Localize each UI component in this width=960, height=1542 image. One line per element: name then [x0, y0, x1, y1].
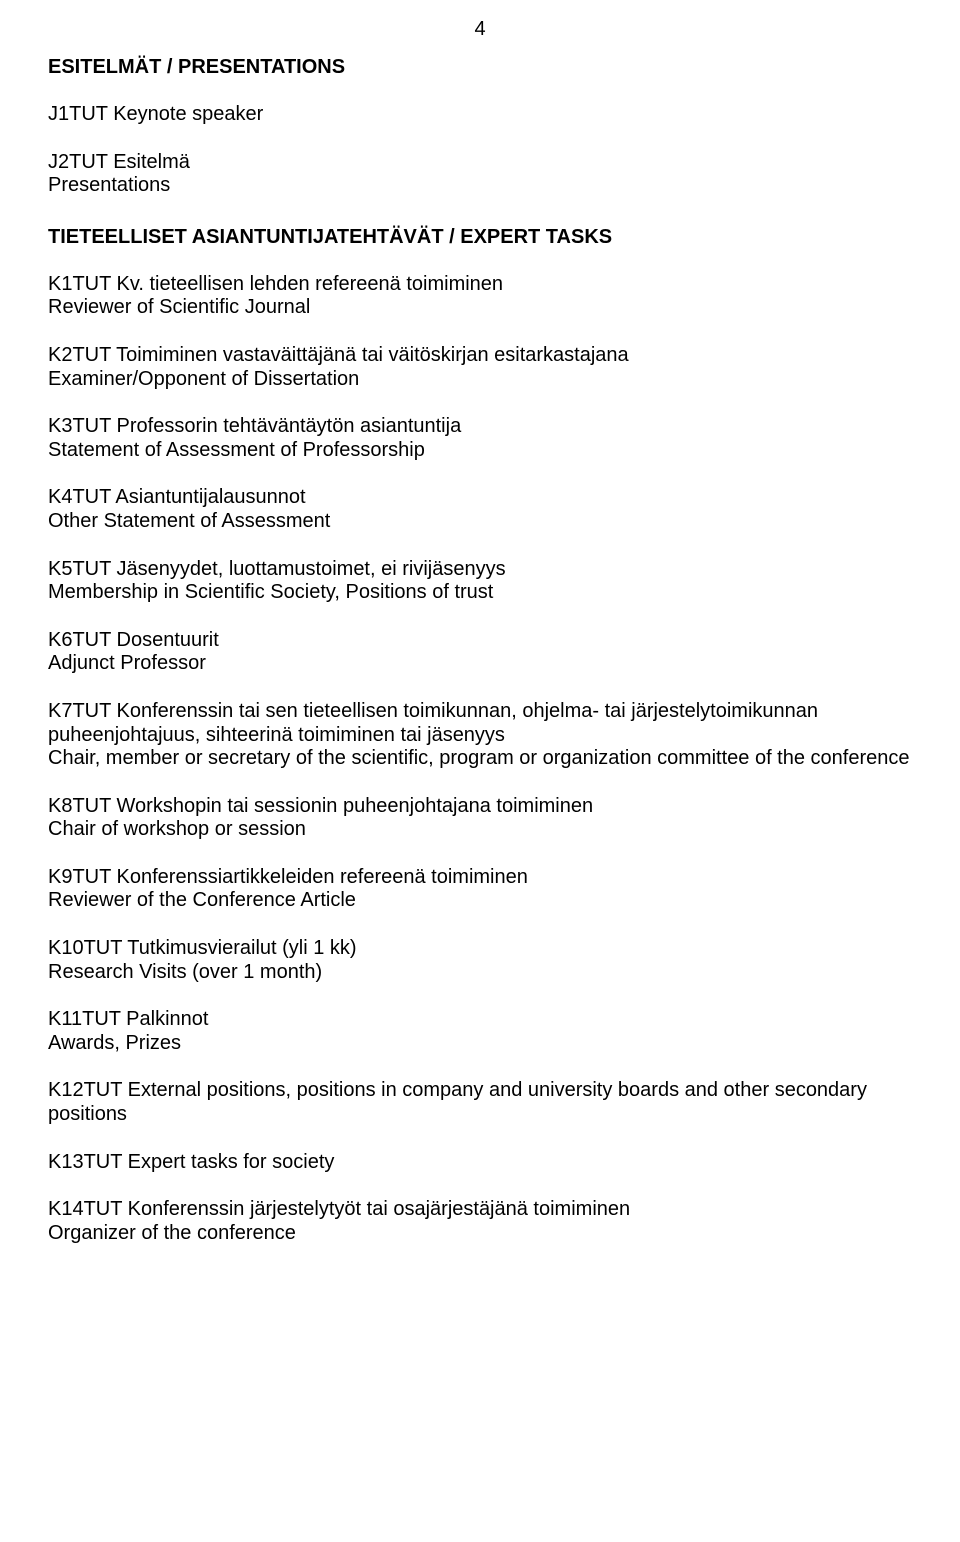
entry-line: Adjunct Professor	[48, 652, 912, 676]
entry-line: J2TUT Esitelmä	[48, 151, 912, 175]
entry-k1tut: K1TUT Kv. tieteellisen lehden refereenä …	[48, 273, 912, 320]
section-heading-presentations: ESITELMÄT / PRESENTATIONS	[48, 56, 912, 79]
entry-k5tut: K5TUT Jäsenyydet, luottamustoimet, ei ri…	[48, 558, 912, 605]
entry-line: Membership in Scientific Society, Positi…	[48, 581, 912, 605]
entry-k9tut: K9TUT Konferenssiartikkeleiden refereenä…	[48, 866, 912, 913]
entry-line: Chair, member or secretary of the scient…	[48, 747, 912, 771]
entry-line: K10TUT Tutkimusvierailut (yli 1 kk)	[48, 937, 912, 961]
entry-line: K14TUT Konferenssin järjestelytyöt tai o…	[48, 1198, 912, 1222]
entry-k2tut: K2TUT Toimiminen vastaväittäjänä tai väi…	[48, 344, 912, 391]
entry-line: Examiner/Opponent of Dissertation	[48, 368, 912, 392]
entry-line: Organizer of the conference	[48, 1222, 912, 1246]
entry-k7tut: K7TUT Konferenssin tai sen tieteellisen …	[48, 700, 912, 771]
entry-line: K3TUT Professorin tehtäväntäytön asiantu…	[48, 415, 912, 439]
entry-j2tut: J2TUT Esitelmä Presentations	[48, 151, 912, 198]
entry-k12tut: K12TUT External positions, positions in …	[48, 1079, 912, 1126]
entry-line: K2TUT Toimiminen vastaväittäjänä tai väi…	[48, 344, 912, 368]
entry-line: K13TUT Expert tasks for society	[48, 1151, 912, 1175]
entry-j1tut: J1TUT Keynote speaker	[48, 103, 912, 127]
document-page: 4 ESITELMÄT / PRESENTATIONS J1TUT Keynot…	[0, 0, 960, 1317]
entry-line: K8TUT Workshopin tai sessionin puheenjoh…	[48, 795, 912, 819]
entry-line: K7TUT Konferenssin tai sen tieteellisen …	[48, 700, 912, 747]
entry-line: K6TUT Dosentuurit	[48, 629, 912, 653]
entry-line: K1TUT Kv. tieteellisen lehden refereenä …	[48, 273, 912, 297]
entry-k3tut: K3TUT Professorin tehtäväntäytön asiantu…	[48, 415, 912, 462]
section-heading-expert-tasks: TIETEELLISET ASIANTUNTIJATEHTÄVÄT / EXPE…	[48, 226, 912, 249]
entry-line: K9TUT Konferenssiartikkeleiden refereenä…	[48, 866, 912, 890]
entry-line: Reviewer of the Conference Article	[48, 889, 912, 913]
entry-line: K12TUT External positions, positions in …	[48, 1079, 912, 1126]
page-number: 4	[474, 18, 485, 41]
entry-k11tut: K11TUT Palkinnot Awards, Prizes	[48, 1008, 912, 1055]
entry-line: K4TUT Asiantuntijalausunnot	[48, 486, 912, 510]
entry-line: Chair of workshop or session	[48, 818, 912, 842]
entry-line: Presentations	[48, 174, 912, 198]
entry-line: Reviewer of Scientific Journal	[48, 296, 912, 320]
entry-line: K11TUT Palkinnot	[48, 1008, 912, 1032]
entry-line: Statement of Assessment of Professorship	[48, 439, 912, 463]
entry-k14tut: K14TUT Konferenssin järjestelytyöt tai o…	[48, 1198, 912, 1245]
entry-line: K5TUT Jäsenyydet, luottamustoimet, ei ri…	[48, 558, 912, 582]
entry-k10tut: K10TUT Tutkimusvierailut (yli 1 kk) Rese…	[48, 937, 912, 984]
entry-k13tut: K13TUT Expert tasks for society	[48, 1151, 912, 1175]
entry-k4tut: K4TUT Asiantuntijalausunnot Other Statem…	[48, 486, 912, 533]
entry-line: J1TUT Keynote speaker	[48, 103, 912, 127]
entry-line: Other Statement of Assessment	[48, 510, 912, 534]
entry-k6tut: K6TUT Dosentuurit Adjunct Professor	[48, 629, 912, 676]
entry-k8tut: K8TUT Workshopin tai sessionin puheenjoh…	[48, 795, 912, 842]
entry-line: Research Visits (over 1 month)	[48, 961, 912, 985]
entry-line: Awards, Prizes	[48, 1032, 912, 1056]
